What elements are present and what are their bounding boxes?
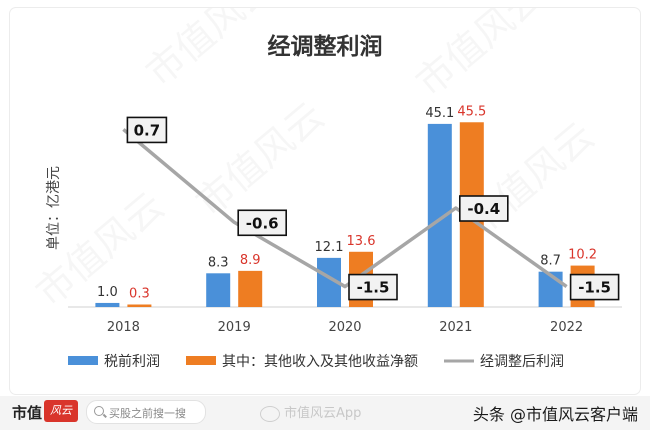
watermark-text: 市值风云 bbox=[408, 8, 553, 105]
line-layer: 0.7 -0.6 -1.5 -0.4 -1.5 bbox=[122, 116, 620, 301]
footer-watermark: 市值风云App bbox=[260, 402, 361, 422]
line-point-callout bbox=[458, 195, 509, 222]
x-tick-layer: 2018 2019 2020 2021 2022 bbox=[107, 320, 583, 335]
legend-swatch bbox=[68, 356, 98, 365]
x-tick-label: 2018 bbox=[107, 320, 140, 335]
watermark-text: 市值风云 bbox=[138, 8, 283, 95]
line-point-label: -1.5 bbox=[357, 279, 390, 297]
y-axis-label: 单位：亿港元 bbox=[46, 166, 62, 250]
bar-value-label: 45.5 bbox=[457, 104, 486, 119]
search-box[interactable]: 买股之前搜一搜 bbox=[86, 400, 206, 424]
bar-value-label: 8.7 bbox=[540, 254, 561, 269]
chart-title: 经调整利润 bbox=[268, 33, 383, 60]
line-point-callout bbox=[126, 116, 168, 144]
line-point-label: 0.7 bbox=[134, 121, 161, 139]
line-point-label: -0.4 bbox=[467, 200, 500, 218]
weibo-icon bbox=[260, 405, 280, 422]
bar-value-label: 13.6 bbox=[347, 234, 376, 249]
bar-other-income-2019 bbox=[238, 270, 263, 307]
search-placeholder: 买股之前搜一搜 bbox=[109, 407, 186, 420]
chart-card: 市值风云 市值风云 市值风云 市值风云 市值风云 经调整利润 单位：亿港元 1.0 8.3… bbox=[10, 8, 640, 394]
bar-value-label: 12.1 bbox=[315, 240, 344, 255]
bar-value-label: 10.2 bbox=[568, 248, 597, 263]
source-credit: 头条 @市值风云客户端 bbox=[472, 405, 638, 424]
bar-value-label: 0.3 bbox=[129, 287, 150, 302]
x-tick-label: 2019 bbox=[218, 320, 251, 335]
bar-pretax-profit-2022 bbox=[538, 271, 563, 307]
bar-value-label: 45.1 bbox=[425, 106, 454, 121]
footer-watermark-text: 市值风云App bbox=[284, 406, 362, 421]
bar-pretax-profit-2019 bbox=[206, 273, 231, 307]
bars-layer: 1.0 8.3 12.1 45.1 8.7 0.3 8.9 13.6 45.5 10.2 bbox=[95, 104, 597, 308]
x-tick-label: 2020 bbox=[328, 320, 361, 335]
legend-swatch bbox=[186, 356, 216, 365]
legend: 税前利润 其中：其他收入及其他收益净额 经调整后利润 bbox=[68, 353, 564, 370]
adjusted-profit-line bbox=[122, 128, 568, 289]
x-tick-label: 2022 bbox=[550, 320, 583, 335]
search-icon bbox=[94, 406, 104, 416]
line-point-label: -1.5 bbox=[578, 279, 611, 297]
bar-value-label: 1.0 bbox=[97, 285, 118, 300]
brand-name: 市值 bbox=[12, 404, 43, 422]
bar-value-label: 8.9 bbox=[240, 253, 261, 268]
line-point-callout bbox=[237, 209, 287, 237]
legend-label: 税前利润 bbox=[104, 353, 160, 370]
legend-label: 经调整后利润 bbox=[480, 354, 564, 370]
bar-other-income-2018 bbox=[127, 304, 152, 307]
footer-bar: 市值 风云 买股之前搜一搜 市值风云App 头条 @市值风云客户端 bbox=[0, 396, 650, 430]
legend-label: 其中：其他收入及其他收益净额 bbox=[222, 354, 418, 370]
bar-value-label: 8.3 bbox=[208, 255, 229, 270]
watermark-text: 市值风云 bbox=[188, 93, 333, 224]
line-point-label: -0.6 bbox=[246, 214, 279, 232]
line-point-callout bbox=[348, 273, 398, 301]
bar-pretax-profit-2018 bbox=[95, 302, 120, 307]
x-tick-label: 2021 bbox=[439, 320, 472, 335]
brand-logo: 风云 bbox=[44, 400, 78, 422]
line-point-callout bbox=[569, 273, 620, 301]
